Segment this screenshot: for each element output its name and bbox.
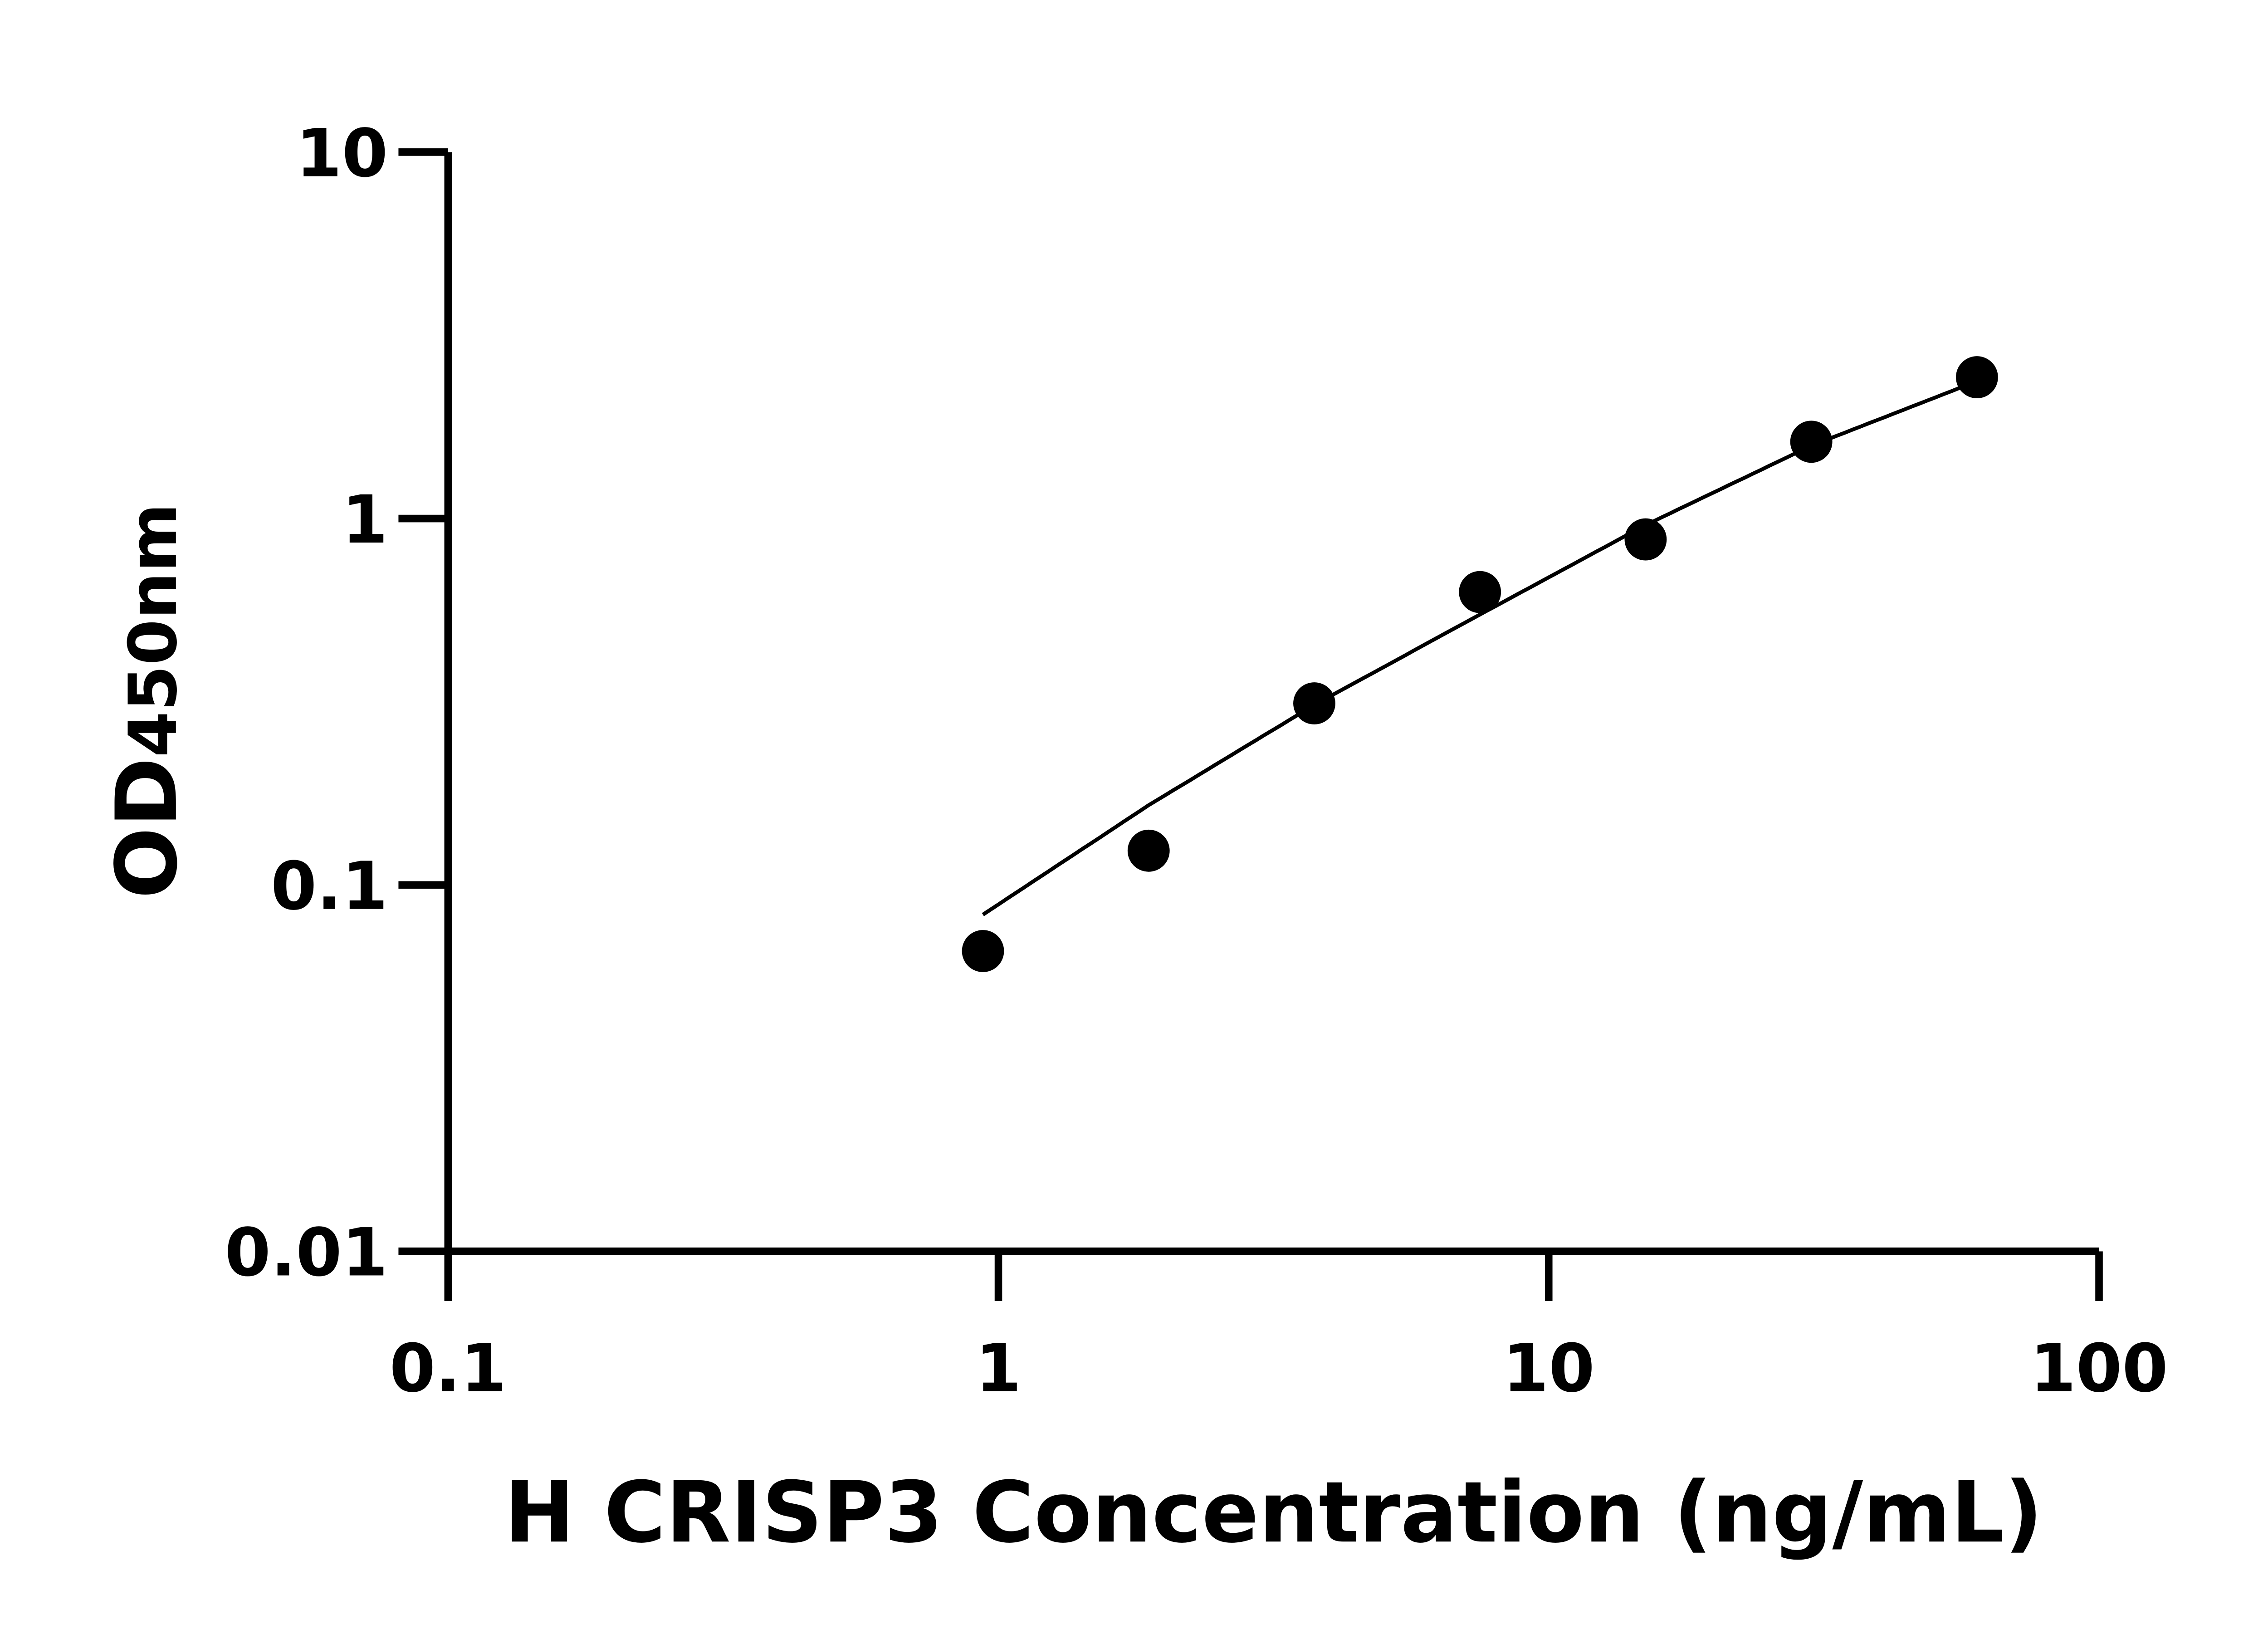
- x-tick-label: 100: [2030, 1331, 2168, 1407]
- y-tick-label: 1: [342, 482, 388, 558]
- data-point: [1790, 421, 1833, 463]
- y-tick-label: 10: [296, 115, 388, 192]
- y-tick-label: 0.1: [271, 848, 388, 925]
- x-tick-label: 0.1: [390, 1331, 507, 1407]
- x-tick-label: 1: [975, 1331, 1021, 1407]
- y-tick-label: 0.01: [225, 1214, 388, 1291]
- fit-curve: [982, 379, 1978, 916]
- data-point: [1293, 682, 1335, 724]
- data-point: [1624, 518, 1667, 561]
- data-point: [1459, 571, 1501, 613]
- data-point: [1127, 829, 1170, 872]
- axes: [444, 152, 2099, 1255]
- x-tick-label: 10: [1503, 1331, 1595, 1407]
- y-axis-label: OD450nm: [98, 503, 196, 899]
- data-points: [962, 356, 1998, 972]
- data-point: [1955, 356, 1998, 398]
- data-point: [962, 930, 1004, 972]
- y-axis-label-main: OD: [98, 757, 196, 899]
- x-axis-label: H CRISP3 Concentration (ng/mL): [504, 1463, 2043, 1561]
- y-axis-label-sub: 450nm: [115, 503, 192, 757]
